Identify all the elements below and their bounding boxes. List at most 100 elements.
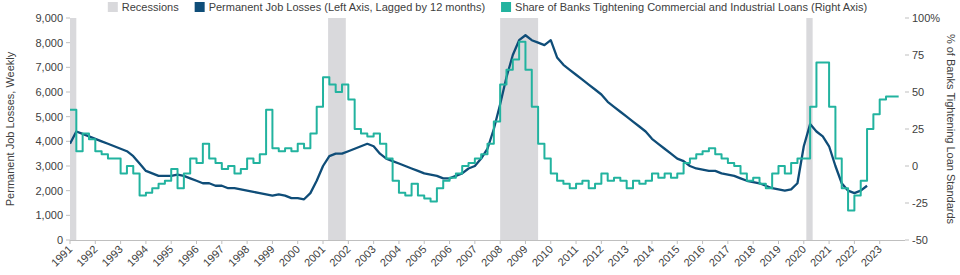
x-tick-label: 1999: [251, 243, 277, 269]
y-axis-title: Permanent Job Losses, Weekly: [4, 51, 16, 206]
series-line: [70, 42, 899, 211]
y-tick: [66, 215, 70, 216]
y-tick: [66, 67, 70, 68]
x-tick: [196, 240, 197, 244]
x-tick-label: 2002: [327, 243, 353, 269]
y-tick-label: 4,000: [35, 135, 63, 147]
recession-band: [328, 18, 346, 240]
x-tick: [576, 240, 577, 244]
x-tick-label: 2017: [706, 243, 732, 269]
y2-tick-label: -25: [912, 197, 928, 209]
x-tick: [500, 240, 501, 244]
x-tick: [677, 240, 678, 244]
axes: 1991199219931994199519961997199819992000…: [4, 12, 957, 269]
y2-tick: [905, 240, 909, 241]
y-tick-label: 9,000: [35, 12, 63, 24]
legend-swatch: [108, 2, 118, 12]
y2-tick: [905, 129, 909, 130]
y-tick: [66, 116, 70, 117]
x-tick: [879, 240, 880, 244]
y-tick: [66, 240, 70, 241]
x-tick-label: 2001: [302, 243, 328, 269]
x-tick: [145, 240, 146, 244]
y2-tick: [905, 203, 909, 204]
x-tick: [373, 240, 374, 244]
y-tick: [66, 190, 70, 191]
x-tick-label: 2013: [605, 243, 631, 269]
x-tick-label: 2021: [808, 243, 834, 269]
x-tick: [829, 240, 830, 244]
x-tick: [525, 240, 526, 244]
x-tick-label: 2010: [529, 243, 555, 269]
x-tick-label: 2022: [833, 243, 859, 269]
x-tick: [247, 240, 248, 244]
x-tick-label: 1993: [99, 243, 125, 269]
x-tick: [753, 240, 754, 244]
x-tick: [348, 240, 349, 244]
x-tick: [550, 240, 551, 244]
x-tick-label: 2012: [580, 243, 606, 269]
x-tick-label: 1991: [49, 243, 75, 269]
x-tick: [626, 240, 627, 244]
x-tick: [702, 240, 703, 244]
y-tick-label: 5,000: [35, 111, 63, 123]
x-tick-label: 1998: [226, 243, 252, 269]
x-tick: [727, 240, 728, 244]
x-tick-label: 2011: [555, 243, 580, 268]
x-tick: [221, 240, 222, 244]
y2-tick-label: 25: [912, 123, 924, 135]
y2-tick-label: 75: [912, 49, 924, 61]
x-tick-label: 2009: [504, 243, 530, 269]
x-tick-label: 2014: [631, 243, 657, 269]
legend-swatch: [501, 2, 511, 12]
y-tick-label: 0: [57, 234, 63, 246]
y-tick: [66, 92, 70, 93]
x-tick-label: 2008: [479, 243, 505, 269]
y-tick: [66, 166, 70, 167]
x-tick: [651, 240, 652, 244]
x-tick: [171, 240, 172, 244]
x-tick-label: 1997: [200, 243, 226, 269]
y-tick-label: 2,000: [35, 185, 63, 197]
x-tick-label: 1995: [150, 243, 176, 269]
y2-tick-label: 50: [912, 86, 924, 98]
x-tick-label: 1994: [125, 243, 151, 269]
x-tick: [601, 240, 602, 244]
x-tick-label: 2023: [858, 243, 884, 269]
x-tick-label: 2016: [681, 243, 707, 269]
x-tick-label: 2019: [757, 243, 783, 269]
x-tick-label: 2015: [656, 243, 682, 269]
x-tick: [272, 240, 273, 244]
x-tick-label: 2020: [782, 243, 808, 269]
x-tick: [323, 240, 324, 244]
y-tick-label: 8,000: [35, 37, 63, 49]
x-tick-label: 2000: [276, 243, 302, 269]
y2-tick: [905, 55, 909, 56]
x-tick: [70, 240, 71, 244]
y2-tick: [905, 92, 909, 93]
y-tick-label: 6,000: [35, 86, 63, 98]
x-tick: [854, 240, 855, 244]
x-tick-label: 2007: [453, 243, 479, 269]
x-tick-label: 2004: [378, 243, 404, 269]
x-tick-label: 2018: [732, 243, 758, 269]
x-tick: [95, 240, 96, 244]
x-tick: [474, 240, 475, 244]
y-tick-label: 3,000: [35, 160, 63, 172]
chart: 1991199219931994199519961997199819992000…: [0, 0, 960, 275]
x-tick: [297, 240, 298, 244]
legend-label: Recessions: [122, 1, 179, 13]
x-tick: [778, 240, 779, 244]
x-tick-label: 2005: [403, 243, 429, 269]
x-tick-label: 1992: [74, 243, 100, 269]
y-tick: [66, 42, 70, 43]
legend-swatch: [195, 2, 205, 12]
x-tick: [398, 240, 399, 244]
legend: Recessions Permanent Job Losses (Left Axi…: [108, 1, 867, 13]
legend-label: Share of Banks Tightening Commercial and…: [515, 1, 867, 13]
y-tick-label: 1,000: [35, 209, 63, 221]
x-tick: [449, 240, 450, 244]
x-tick-label: 1996: [175, 243, 201, 269]
plot-area: [70, 18, 899, 240]
legend-label: Permanent Job Losses (Left Axis, Lagged …: [209, 1, 485, 13]
